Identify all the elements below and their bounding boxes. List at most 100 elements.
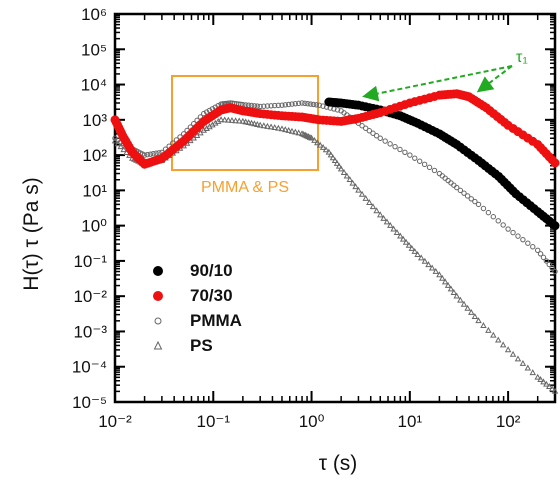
data-point [485, 326, 492, 333]
data-point [534, 247, 541, 253]
data-point [392, 143, 398, 150]
data-point [264, 103, 271, 109]
data-point [299, 100, 305, 106]
data-point [545, 383, 553, 390]
y-tick-label: 10⁻⁴ [72, 358, 107, 377]
data-point [405, 241, 413, 248]
x-tick-label: 10² [496, 412, 521, 431]
data-point [377, 211, 384, 218]
data-point [308, 134, 315, 141]
data-point [431, 167, 438, 174]
data-point [475, 201, 482, 208]
x-tick-label: 10¹ [398, 412, 423, 431]
data-point [382, 138, 388, 144]
legend-label: PMMA [190, 311, 242, 330]
data-point [421, 161, 428, 168]
data-point [278, 125, 286, 132]
data-point [251, 120, 258, 127]
data-point [225, 116, 232, 123]
data-point [150, 150, 156, 157]
data-point [549, 265, 555, 271]
y-tick-label: 10⁻⁵ [72, 393, 107, 412]
data-point [335, 162, 343, 169]
data-point [302, 100, 308, 107]
legend-label: PS [190, 336, 213, 355]
data-point [402, 238, 410, 245]
data-point [524, 364, 532, 371]
legend-marker [154, 317, 162, 325]
data-point [408, 244, 416, 251]
data-point [402, 149, 408, 155]
data-point [548, 385, 556, 392]
data-point [320, 103, 326, 109]
data-point [248, 102, 255, 109]
data-point [141, 152, 148, 158]
data-point [232, 117, 239, 124]
data-point [275, 102, 282, 109]
data-point [251, 103, 258, 109]
data-point [464, 304, 471, 311]
data-point [260, 122, 268, 129]
y-tick-label: 10⁶ [81, 5, 107, 24]
data-point [355, 186, 362, 193]
data-point [295, 129, 302, 136]
data-point [461, 190, 467, 196]
data-point [537, 251, 544, 257]
data-point [418, 254, 425, 261]
y-tick-label: 10³ [82, 111, 107, 130]
data-point [515, 233, 521, 239]
data-point [447, 285, 455, 292]
data-point [397, 146, 403, 153]
legend-marker [153, 266, 163, 276]
data-point [257, 103, 263, 110]
data-point [343, 172, 351, 179]
data-point [370, 130, 376, 136]
data-point [279, 102, 285, 108]
data-point [153, 150, 159, 156]
data-point [504, 346, 512, 353]
data-point [421, 257, 429, 264]
data-point [540, 254, 547, 261]
data-point [333, 159, 341, 166]
data-point [271, 124, 278, 131]
data-point [272, 102, 278, 109]
series-pmma [112, 100, 558, 275]
data-point [275, 124, 282, 131]
tau-arrow-right [476, 65, 513, 93]
data-point [340, 169, 348, 175]
tau-arrow-left [362, 65, 513, 102]
data-point [505, 226, 511, 232]
data-point [331, 157, 339, 164]
data-point [327, 151, 335, 158]
data-series [110, 89, 560, 394]
data-point [537, 376, 544, 382]
data-point [239, 117, 247, 124]
data-point [310, 101, 317, 108]
data-point [444, 281, 452, 288]
y-tick-label: 10⁵ [81, 40, 107, 59]
y-tick-label: 10⁻² [73, 287, 107, 306]
data-point [325, 148, 333, 155]
data-point [264, 122, 271, 129]
data-point [414, 251, 421, 257]
data-point [366, 199, 373, 205]
data-point [377, 135, 383, 141]
data-point [117, 143, 125, 150]
data-point [373, 207, 380, 214]
data-point [295, 100, 302, 107]
data-point [441, 278, 449, 285]
data-point [337, 165, 345, 172]
data-point [425, 261, 432, 268]
legend-label: 70/30 [190, 286, 233, 305]
data-point [411, 247, 418, 254]
data-point [530, 244, 536, 250]
data-point [475, 317, 482, 324]
data-point [147, 151, 154, 157]
data-point [267, 123, 275, 130]
data-point [383, 218, 391, 225]
data-point [228, 116, 236, 123]
data-point [464, 193, 471, 199]
data-point [490, 214, 497, 220]
data-point [460, 300, 468, 307]
data-point [399, 235, 407, 242]
